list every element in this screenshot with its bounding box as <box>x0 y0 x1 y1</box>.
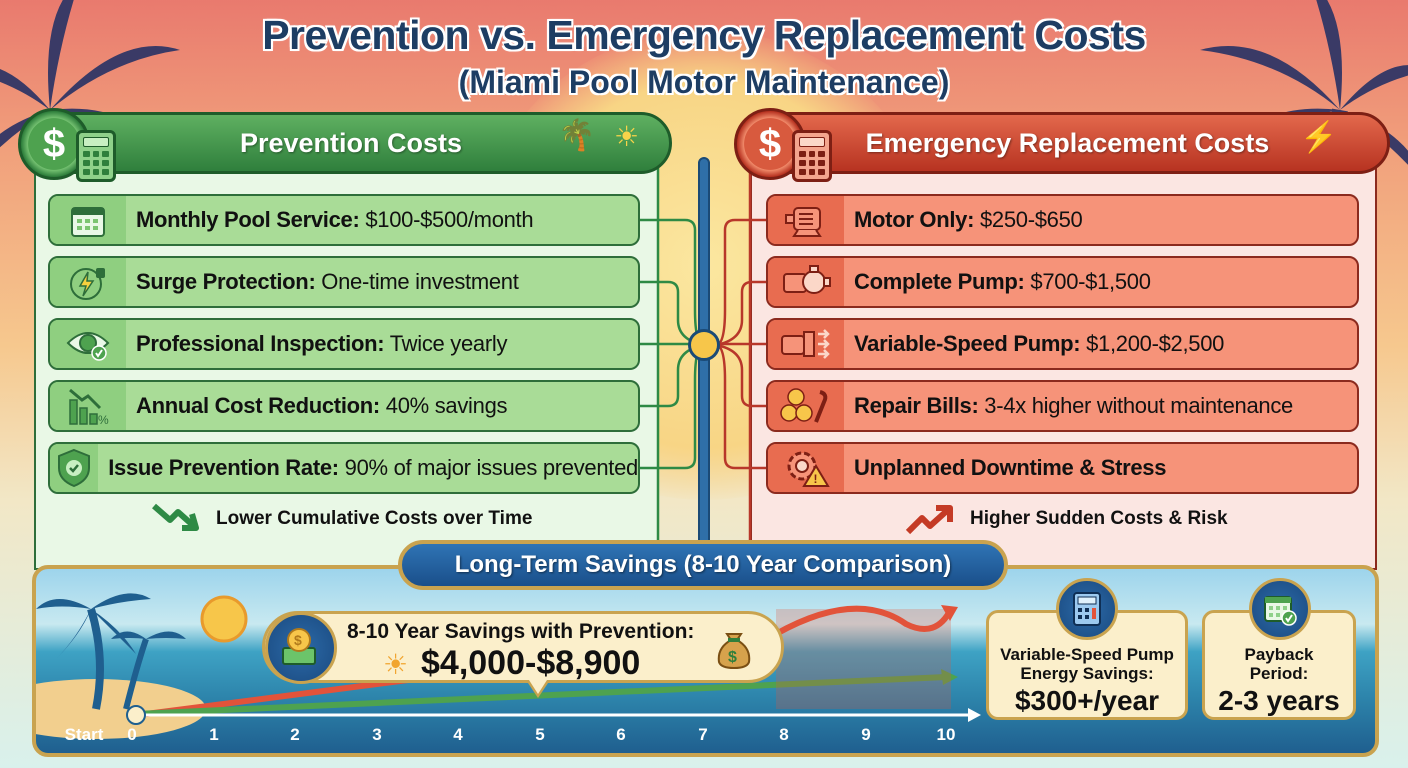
axis-tick: 2 <box>290 725 300 744</box>
long-term-banner-label: Long-Term Savings (8-10 Year Comparison) <box>454 551 952 578</box>
axis-tick: 10 <box>936 725 956 744</box>
savings-callout-label: 8-10 Year Savings with Prevention: <box>347 620 695 643</box>
card-label-line1: Variable-Speed Pump <box>1000 645 1174 664</box>
svg-text:!: ! <box>814 472 818 486</box>
emergency-footer-text: Higher Sudden Costs & Risk <box>970 508 1228 529</box>
axis-tick: 4 <box>453 725 463 744</box>
prevention-item: Issue Prevention Rate: 90% of major issu… <box>48 442 640 494</box>
emergency-footnote: Higher Sudden Costs & Risk <box>906 502 1228 536</box>
card-label-line1: Payback <box>1244 645 1314 664</box>
axis-tick: 1 <box>209 725 219 744</box>
page-title: Prevention vs. Emergency Replacement Cos… <box>262 12 1146 58</box>
axis-tick: 0 <box>127 725 137 744</box>
svg-text:%: % <box>98 413 109 426</box>
axis-tick: 3 <box>372 725 382 744</box>
prevention-item: % Annual Cost Reduction: 40% savings <box>48 380 640 432</box>
emergency-item: Repair Bills: 3-4x higher without mainte… <box>766 380 1359 432</box>
axis-tick: 7 <box>698 725 708 744</box>
item-label: Repair Bills: <box>854 393 979 418</box>
savings-callout: $ 8-10 Year Savings with Prevention: ☀ $… <box>262 611 784 684</box>
item-value: $1,200-$2,500 <box>1086 331 1225 356</box>
money-coin-icon: $ <box>265 612 337 684</box>
emergency-item: Complete Pump: $700-$1,500 <box>766 256 1359 308</box>
card-label-line2: Energy Savings: <box>1020 664 1154 683</box>
prevention-item: Professional Inspection: Twice yearly <box>48 318 640 370</box>
callout-pointer-fill <box>529 680 547 694</box>
prevention-header: Prevention Costs <box>30 112 672 174</box>
item-label: Complete Pump: <box>854 269 1025 294</box>
prevention-footnote: Lower Cumulative Costs over Time <box>152 502 532 536</box>
item-label: Annual Cost Reduction: <box>136 393 380 418</box>
motor-icon <box>768 196 844 244</box>
gear-warning-icon: ! <box>768 444 844 492</box>
axis-tick: 5 <box>535 725 545 744</box>
item-value: 3-4x higher without maintenance <box>984 393 1293 418</box>
emergency-item: Variable-Speed Pump: $1,200-$2,500 <box>766 318 1359 370</box>
sun-icon: ☀ <box>614 121 640 152</box>
shield-check-icon <box>50 444 99 492</box>
item-label: Variable-Speed Pump: <box>854 331 1081 356</box>
calculator-icon <box>1056 578 1118 640</box>
prevention-item: Surge Protection: One-time investment <box>48 256 640 308</box>
page-subtitle: (Miami Pool Motor Maintenance) <box>458 64 950 100</box>
chart-down-percent-icon: % <box>50 382 126 430</box>
calendar-icon <box>50 196 126 244</box>
item-value: $100-$500/month <box>365 207 534 232</box>
eye-check-icon <box>50 320 126 368</box>
item-label: Professional Inspection: <box>136 331 385 356</box>
axis-tick: 6 <box>616 725 626 744</box>
calculator-icon <box>76 130 116 182</box>
calendar-check-icon <box>1249 578 1311 640</box>
item-label: Motor Only: <box>854 207 975 232</box>
card-value: $300+/year <box>1014 685 1160 716</box>
prevention-footer-text: Lower Cumulative Costs over Time <box>216 508 533 529</box>
savings-callout-value: $4,000-$8,900 <box>421 644 641 682</box>
axis-tick: 8 <box>779 725 789 744</box>
trend-up-arrow-icon <box>906 505 953 535</box>
axis-tick: 9 <box>861 725 871 744</box>
item-value: 40% savings <box>385 393 508 418</box>
item-value: One-time investment <box>321 269 519 294</box>
center-hub <box>688 329 720 361</box>
card-value: 2-3 years <box>1218 685 1340 716</box>
item-value: $700-$1,500 <box>1030 269 1151 294</box>
emergency-item: Motor Only: $250-$650 <box>766 194 1359 246</box>
prevention-item: Monthly Pool Service: $100-$500/month <box>48 194 640 246</box>
item-label: Monthly Pool Service: <box>136 207 360 232</box>
prevention-header-label: Prevention Costs <box>239 127 463 158</box>
palm-island-icon: 🌴 <box>558 119 596 152</box>
sun-icon: ☀ <box>383 649 409 680</box>
item-value: $250-$650 <box>979 207 1083 232</box>
timeline-axis: Start 0 1 2 3 4 5 6 7 8 9 10 <box>32 703 982 753</box>
broken-motor-icon: ⚡ <box>1300 121 1338 154</box>
axis-start-label: Start <box>64 725 104 744</box>
item-label: Unplanned Downtime & Stress <box>854 455 1167 480</box>
long-term-banner: Long-Term Savings (8-10 Year Comparison) <box>398 540 1008 590</box>
coins-wrench-icon <box>768 382 844 430</box>
payback-period-card: Payback Period: 2-3 years <box>1202 610 1356 720</box>
surge-plug-icon <box>50 258 126 306</box>
item-label: Issue Prevention Rate: <box>108 455 339 480</box>
svg-text:$: $ <box>294 632 302 648</box>
card-label-line2: Period: <box>1249 664 1309 683</box>
beach-scene <box>36 593 981 739</box>
item-value: 90% of major issues prevented <box>344 455 638 480</box>
item-value: Twice yearly <box>389 331 508 356</box>
emergency-header-label: Emergency Replacement Costs <box>865 127 1270 158</box>
svg-text:$: $ <box>728 649 737 666</box>
trend-down-arrow-icon <box>152 503 199 531</box>
calculator-icon <box>792 130 832 182</box>
emergency-item: ! Unplanned Downtime & Stress <box>766 442 1359 494</box>
money-bag-icon: $ <box>715 624 753 680</box>
emergency-header: Emergency Replacement Costs <box>745 112 1390 174</box>
variable-pump-icon <box>768 320 844 368</box>
item-label: Surge Protection: <box>136 269 316 294</box>
pump-icon <box>768 258 844 306</box>
